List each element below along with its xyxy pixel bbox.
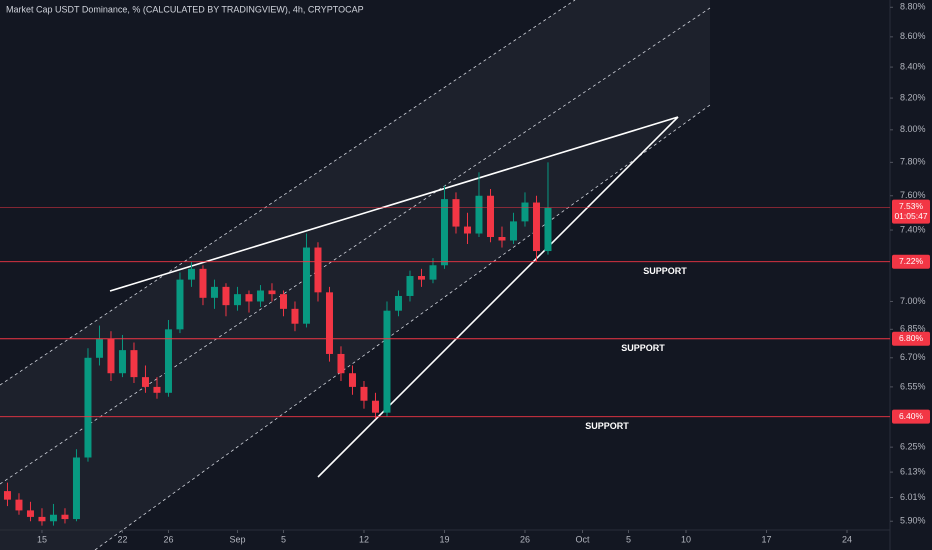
- channel-line: [0, 7, 711, 485]
- candle-body: [463, 226, 471, 234]
- x-tick-label: 22: [117, 534, 127, 544]
- level-note: SUPPORT: [621, 343, 665, 353]
- candle-body: [26, 510, 34, 517]
- candle-body: [187, 268, 195, 280]
- countdown: 01:05:47: [894, 211, 927, 221]
- channel-fill: [0, 0, 710, 550]
- level-label-box: [892, 331, 930, 346]
- x-tick-label: 10: [681, 534, 691, 544]
- channel-line: [94, 104, 711, 550]
- chart-title: Market Cap USDT Dominance, % (CALCULATED…: [6, 4, 364, 14]
- y-tick-label: 6.70%: [900, 352, 926, 362]
- level-label-box: [892, 409, 930, 424]
- candle-body: [245, 294, 253, 302]
- candle-body: [38, 516, 46, 522]
- y-tick-label: 8.60%: [900, 31, 926, 41]
- candle-body: [440, 199, 448, 266]
- y-tick-label: 6.85%: [900, 324, 926, 334]
- level-note: SUPPORT: [585, 421, 629, 431]
- candle-body: [521, 202, 529, 222]
- candle-body: [532, 202, 540, 252]
- x-tick-label: 24: [842, 534, 852, 544]
- candle-body: [141, 377, 149, 387]
- candle-body: [72, 457, 80, 520]
- y-tick-label: 5.90%: [900, 516, 926, 526]
- x-tick-label: 17: [761, 534, 771, 544]
- x-tick-label: 15: [37, 534, 47, 544]
- candle-body: [164, 329, 172, 393]
- y-tick-label: 8.00%: [900, 124, 926, 134]
- last-price-box: [892, 199, 930, 224]
- candle-body: [95, 338, 103, 358]
- y-tick-label: 7.40%: [900, 224, 926, 234]
- x-tick-label: 19: [439, 534, 449, 544]
- x-tick-label: 26: [163, 534, 173, 544]
- candle-body: [153, 386, 161, 393]
- candle-body: [210, 286, 218, 298]
- candle-body: [291, 308, 299, 324]
- y-tick-label: 8.80%: [900, 2, 926, 12]
- candle-body: [348, 373, 356, 387]
- candle-body: [118, 350, 126, 374]
- level-label: 6.80%: [899, 333, 924, 343]
- candle-body: [417, 276, 425, 280]
- candle-body: [371, 400, 379, 413]
- candle-body: [15, 499, 23, 511]
- x-tick-label: 5: [626, 534, 631, 544]
- candle-body: [452, 199, 460, 227]
- candle-body: [3, 491, 11, 500]
- last-price-label: 7.53%: [899, 201, 924, 211]
- x-tick-label: 5: [281, 534, 286, 544]
- candle-body: [256, 290, 264, 302]
- candle-body: [268, 290, 276, 295]
- candle-body: [475, 195, 483, 234]
- candle-body: [509, 221, 517, 241]
- candle-body: [383, 310, 391, 413]
- candle-body: [302, 247, 310, 324]
- y-tick-label: 6.01%: [900, 492, 926, 502]
- candle-body: [176, 279, 184, 330]
- y-tick-label: 7.00%: [900, 296, 926, 306]
- x-tick-label: Oct: [575, 534, 590, 544]
- x-tick-label: 12: [359, 534, 369, 544]
- level-note: SUPPORT: [643, 266, 687, 276]
- candle-body: [360, 386, 368, 401]
- channel-line: [0, 0, 576, 386]
- y-tick-label: 6.55%: [900, 381, 926, 391]
- x-tick-label: 26: [520, 534, 530, 544]
- candle-body: [233, 294, 241, 306]
- level-label-box: [892, 254, 930, 269]
- candle-body: [498, 237, 506, 241]
- candle-body: [279, 294, 287, 309]
- y-tick-label: 6.13%: [900, 466, 926, 476]
- y-tick-label: 8.40%: [900, 61, 926, 71]
- y-tick-label: 7.60%: [900, 190, 926, 200]
- candle-body: [130, 350, 138, 378]
- candle-body: [394, 295, 402, 311]
- level-label: 7.22%: [899, 256, 924, 266]
- candle-body: [406, 276, 414, 296]
- x-tick-label: Sep: [229, 534, 245, 544]
- y-tick-label: 6.25%: [900, 442, 926, 452]
- y-tick-label: 8.20%: [900, 92, 926, 102]
- candle-body: [337, 353, 345, 374]
- candle-body: [429, 265, 437, 280]
- candle-body: [325, 292, 333, 354]
- candle-body: [61, 514, 69, 520]
- candle-body: [314, 247, 322, 293]
- candles: [3, 162, 552, 526]
- candle-body: [107, 338, 115, 374]
- candle-body: [544, 207, 552, 252]
- candle-body: [486, 195, 494, 238]
- y-tick-label: 7.80%: [900, 157, 926, 167]
- level-label: 6.40%: [899, 411, 924, 421]
- candle-body: [84, 357, 92, 458]
- candle-body: [222, 286, 230, 306]
- candle-body: [199, 268, 207, 298]
- candle-body: [49, 514, 57, 522]
